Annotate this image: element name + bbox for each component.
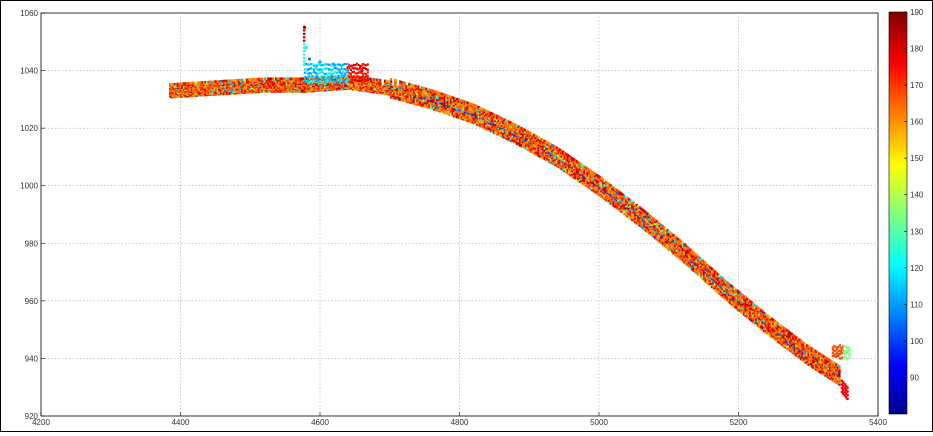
data-point [838,365,840,368]
data-point [308,57,311,60]
